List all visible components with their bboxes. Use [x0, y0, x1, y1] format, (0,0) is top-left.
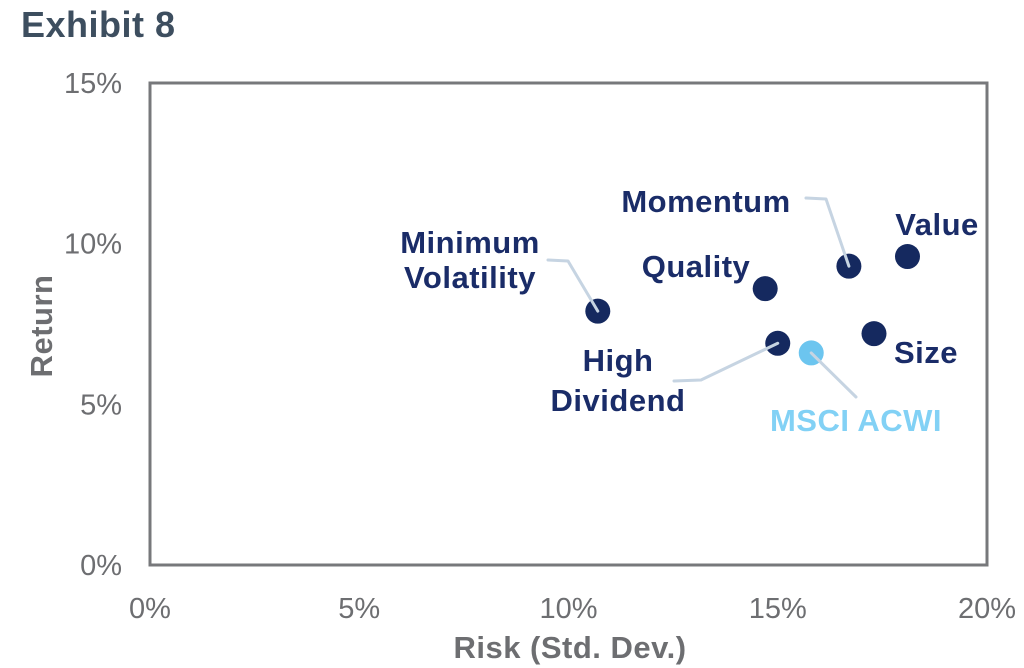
data-point-quality — [752, 276, 778, 302]
plot-area-border — [148, 81, 989, 567]
data-point-size — [861, 321, 887, 347]
x-axis-title: Risk (Std. Dev.) — [453, 630, 686, 665]
leader-line-high-dividend — [672, 341, 780, 383]
exhibit-title: Exhibit 8 — [21, 4, 176, 45]
point-label-size: Size — [894, 335, 958, 370]
y-axis-tick-5%: 5% — [80, 389, 122, 421]
y-axis-tick-15%: 15% — [64, 68, 122, 100]
leader-line-momentum — [804, 196, 851, 268]
x-axis-tick-10%: 10% — [539, 593, 597, 625]
point-label-msci-acwi: MSCI ACWI — [770, 403, 942, 438]
y-axis-tick-10%: 10% — [64, 229, 122, 261]
data-point-value — [894, 244, 920, 270]
point-label-minimum-volatility: Minimum Volatility — [400, 225, 540, 295]
x-axis-tick-20%: 20% — [958, 593, 1016, 625]
point-label-momentum: Momentum — [621, 184, 790, 219]
point-label-quality: Quality — [642, 249, 751, 284]
y-axis-title: Return — [24, 275, 59, 378]
point-label-high-dividend: High Dividend — [551, 343, 686, 418]
leader-line-minimum-volatility — [546, 258, 600, 313]
x-axis-tick-0%: 0% — [129, 593, 171, 625]
leader-line-msci-acwi — [809, 351, 858, 399]
x-axis-tick-5%: 5% — [338, 593, 380, 625]
x-axis-tick-15%: 15% — [749, 593, 807, 625]
y-axis-tick-0%: 0% — [80, 550, 122, 582]
point-label-value: Value — [895, 207, 979, 242]
